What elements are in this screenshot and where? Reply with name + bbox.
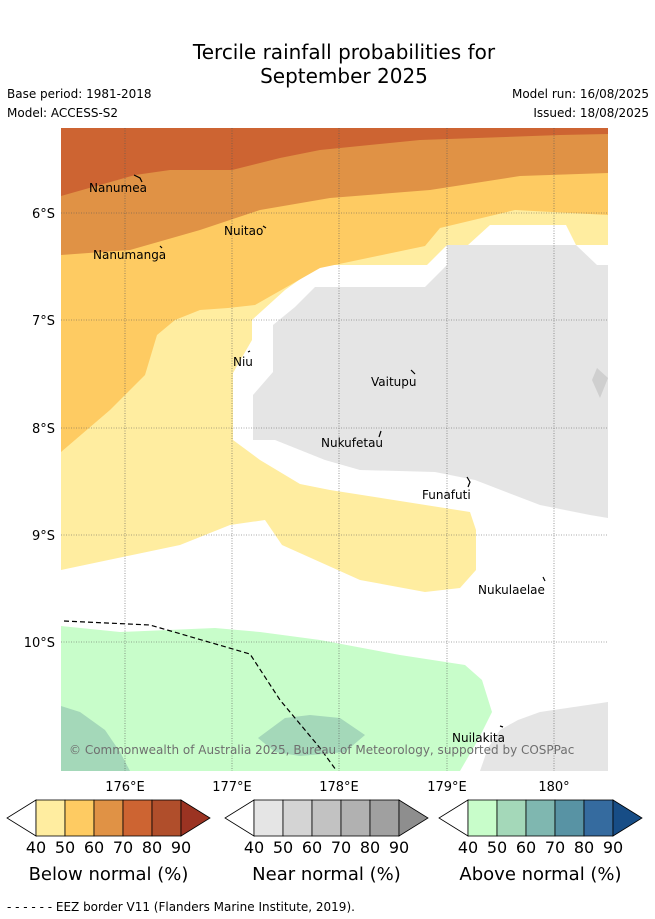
eez-border-line xyxy=(63,620,337,771)
above-normal-legend-tick: 70 xyxy=(545,838,565,857)
lon-label-180: 180° xyxy=(538,780,569,795)
above-normal-legend-tick: 80 xyxy=(574,838,594,857)
below-normal-legend-tick: 40 xyxy=(26,838,46,857)
model-run: Model run: 16/08/2025 xyxy=(511,87,649,101)
lat-label-7s: 7°S xyxy=(32,314,55,329)
above-normal-legend-swatch xyxy=(496,799,527,837)
island-label-funafuti: Funafuti xyxy=(422,488,471,502)
near-normal-legend-tick: 70 xyxy=(331,838,351,857)
legend-group: 40 50 60 70 80 90 Below normal (%) 40 50 60 70 80 90… xyxy=(6,799,643,885)
island-label-nanumanga: Nanumanga xyxy=(93,248,166,262)
near-normal-speck xyxy=(592,368,608,398)
lon-label-177e: 177°E xyxy=(212,780,252,795)
above-normal-50-60-center-region xyxy=(258,715,365,756)
map-area: Nanumea Nuitao Nanumanga Niu Vaitupu Nuk… xyxy=(61,128,608,771)
near-normal-legend-swatch xyxy=(253,799,284,837)
near-normal-legend-swatch xyxy=(340,799,371,837)
near-normal-legend-tick: 60 xyxy=(302,838,322,857)
near-normal-legend-tick: 90 xyxy=(389,838,409,857)
island-label-nuitao: Nuitao xyxy=(224,224,263,238)
above-normal-legend-under-arrow xyxy=(438,799,469,837)
below-normal-70-80-region xyxy=(61,128,608,196)
near-normal-legend-tick: 50 xyxy=(273,838,293,857)
island-outlines xyxy=(133,174,546,728)
near-normal-legend-swatch xyxy=(369,799,400,837)
island-label-nuilakita: Nuilakita xyxy=(452,731,505,745)
below-normal-legend-title: Below normal (%) xyxy=(29,864,189,885)
copyright-notice: © Commonwealth of Australia 2025, Bureau… xyxy=(69,743,574,757)
lat-label-6s: 6°S xyxy=(32,207,55,222)
below-normal-legend-over-arrow xyxy=(180,799,211,837)
lon-label-179e: 179°E xyxy=(427,780,467,795)
model-name: Model: ACCESS-S2 xyxy=(7,106,119,120)
above-normal-legend: 40 50 60 70 80 90 Above normal (%) xyxy=(438,799,643,885)
near-normal-40-50-east-region xyxy=(480,702,608,771)
near-normal-legend-over-arrow xyxy=(398,799,429,837)
island-label-nukufetau: Nukufetau xyxy=(321,436,383,450)
below-normal-legend-tick: 90 xyxy=(171,838,191,857)
below-normal-legend-swatch xyxy=(64,799,95,837)
island-label-niu: Niu xyxy=(233,355,253,369)
above-normal-legend-tick: 40 xyxy=(458,838,478,857)
above-normal-legend-swatch xyxy=(525,799,556,837)
lon-label-178e: 178°E xyxy=(319,780,359,795)
above-normal-40-50-region xyxy=(61,626,492,771)
above-normal-legend-tick: 90 xyxy=(603,838,623,857)
above-normal-legend-swatch xyxy=(583,799,614,837)
below-normal-legend-under-arrow xyxy=(6,799,37,837)
graticule xyxy=(61,128,608,771)
lon-label-176e: 176°E xyxy=(105,780,145,795)
above-normal-legend-tick: 60 xyxy=(516,838,536,857)
lat-label-10s: 10°S xyxy=(24,636,55,651)
map-title: Tercile rainfall probabilities for Septe… xyxy=(0,40,655,88)
below-normal-legend-swatch xyxy=(35,799,66,837)
near-normal-legend: 40 50 60 70 80 90 Near normal (%) xyxy=(224,799,429,885)
eez-border-note: - - - - - - EEZ border V11 (Flanders Mar… xyxy=(7,900,355,914)
near-normal-legend-title: Near normal (%) xyxy=(252,864,401,885)
near-normal-legend-under-arrow xyxy=(224,799,255,837)
near-normal-legend-swatch xyxy=(282,799,313,837)
below-normal-legend-tick: 80 xyxy=(142,838,162,857)
below-normal-legend-swatch xyxy=(122,799,153,837)
near-normal-legend-swatch xyxy=(311,799,342,837)
near-normal-legend-tick: 40 xyxy=(244,838,264,857)
above-normal-legend-swatch xyxy=(467,799,498,837)
island-label-nukulaelae: Nukulaelae xyxy=(478,583,545,597)
above-normal-50-60-region xyxy=(61,706,130,771)
title-line-2: September 2025 xyxy=(260,64,428,88)
near-normal-legend-tick: 80 xyxy=(360,838,380,857)
below-normal-legend-tick: 60 xyxy=(84,838,104,857)
below-normal-legend-tick: 70 xyxy=(113,838,133,857)
above-normal-legend-tick: 50 xyxy=(487,838,507,857)
island-label-nanumea: Nanumea xyxy=(89,181,147,195)
above-normal-legend-swatch xyxy=(554,799,585,837)
near-normal-40-50-region xyxy=(253,245,608,518)
title-line-1: Tercile rainfall probabilities for xyxy=(192,40,496,64)
base-period: Base period: 1981-2018 xyxy=(7,87,152,101)
lat-label-9s: 9°S xyxy=(32,529,55,544)
below-normal-legend-swatch xyxy=(93,799,124,837)
below-normal-legend-swatch xyxy=(151,799,182,837)
above-normal-legend-over-arrow xyxy=(612,799,643,837)
below-normal-legend: 40 50 60 70 80 90 Below normal (%) xyxy=(6,799,211,885)
island-label-vaitupu: Vaitupu xyxy=(371,375,417,389)
above-normal-legend-title: Above normal (%) xyxy=(459,864,621,885)
lat-label-8s: 8°S xyxy=(32,422,55,437)
issued-date: Issued: 18/08/2025 xyxy=(533,106,649,120)
below-normal-legend-tick: 50 xyxy=(55,838,75,857)
